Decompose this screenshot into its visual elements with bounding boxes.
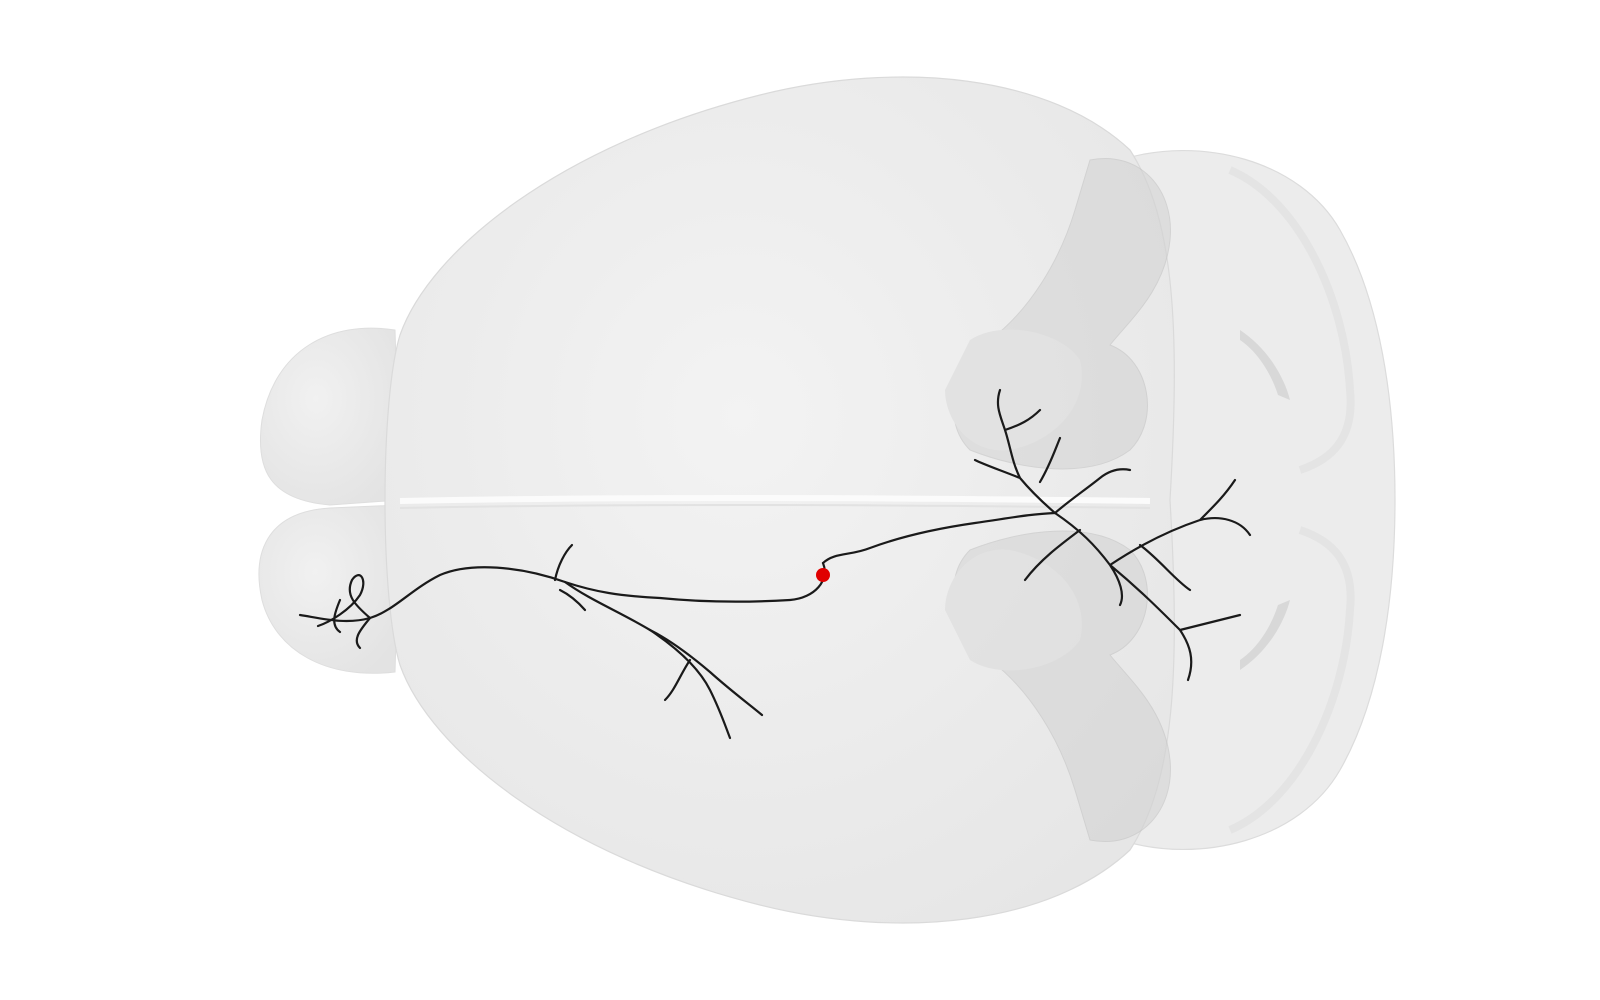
soma-marker xyxy=(816,568,830,582)
olfactory-arbor xyxy=(316,574,372,650)
olfactory-bulb-lower xyxy=(258,504,401,674)
axon-main xyxy=(821,511,1057,565)
hindbrain-arbor-lower xyxy=(1023,478,1252,682)
cerebellum xyxy=(1104,149,1396,851)
neuron-reconstruction xyxy=(298,388,1252,740)
hindbrain-arbor-upper xyxy=(973,388,1132,515)
midline-fissure xyxy=(399,495,1151,504)
olfactory-bulbs xyxy=(258,327,401,674)
olfactory-bulb-upper xyxy=(259,327,401,506)
midbrain-overlay xyxy=(945,158,1290,842)
axon-branch-anterior xyxy=(563,580,732,740)
